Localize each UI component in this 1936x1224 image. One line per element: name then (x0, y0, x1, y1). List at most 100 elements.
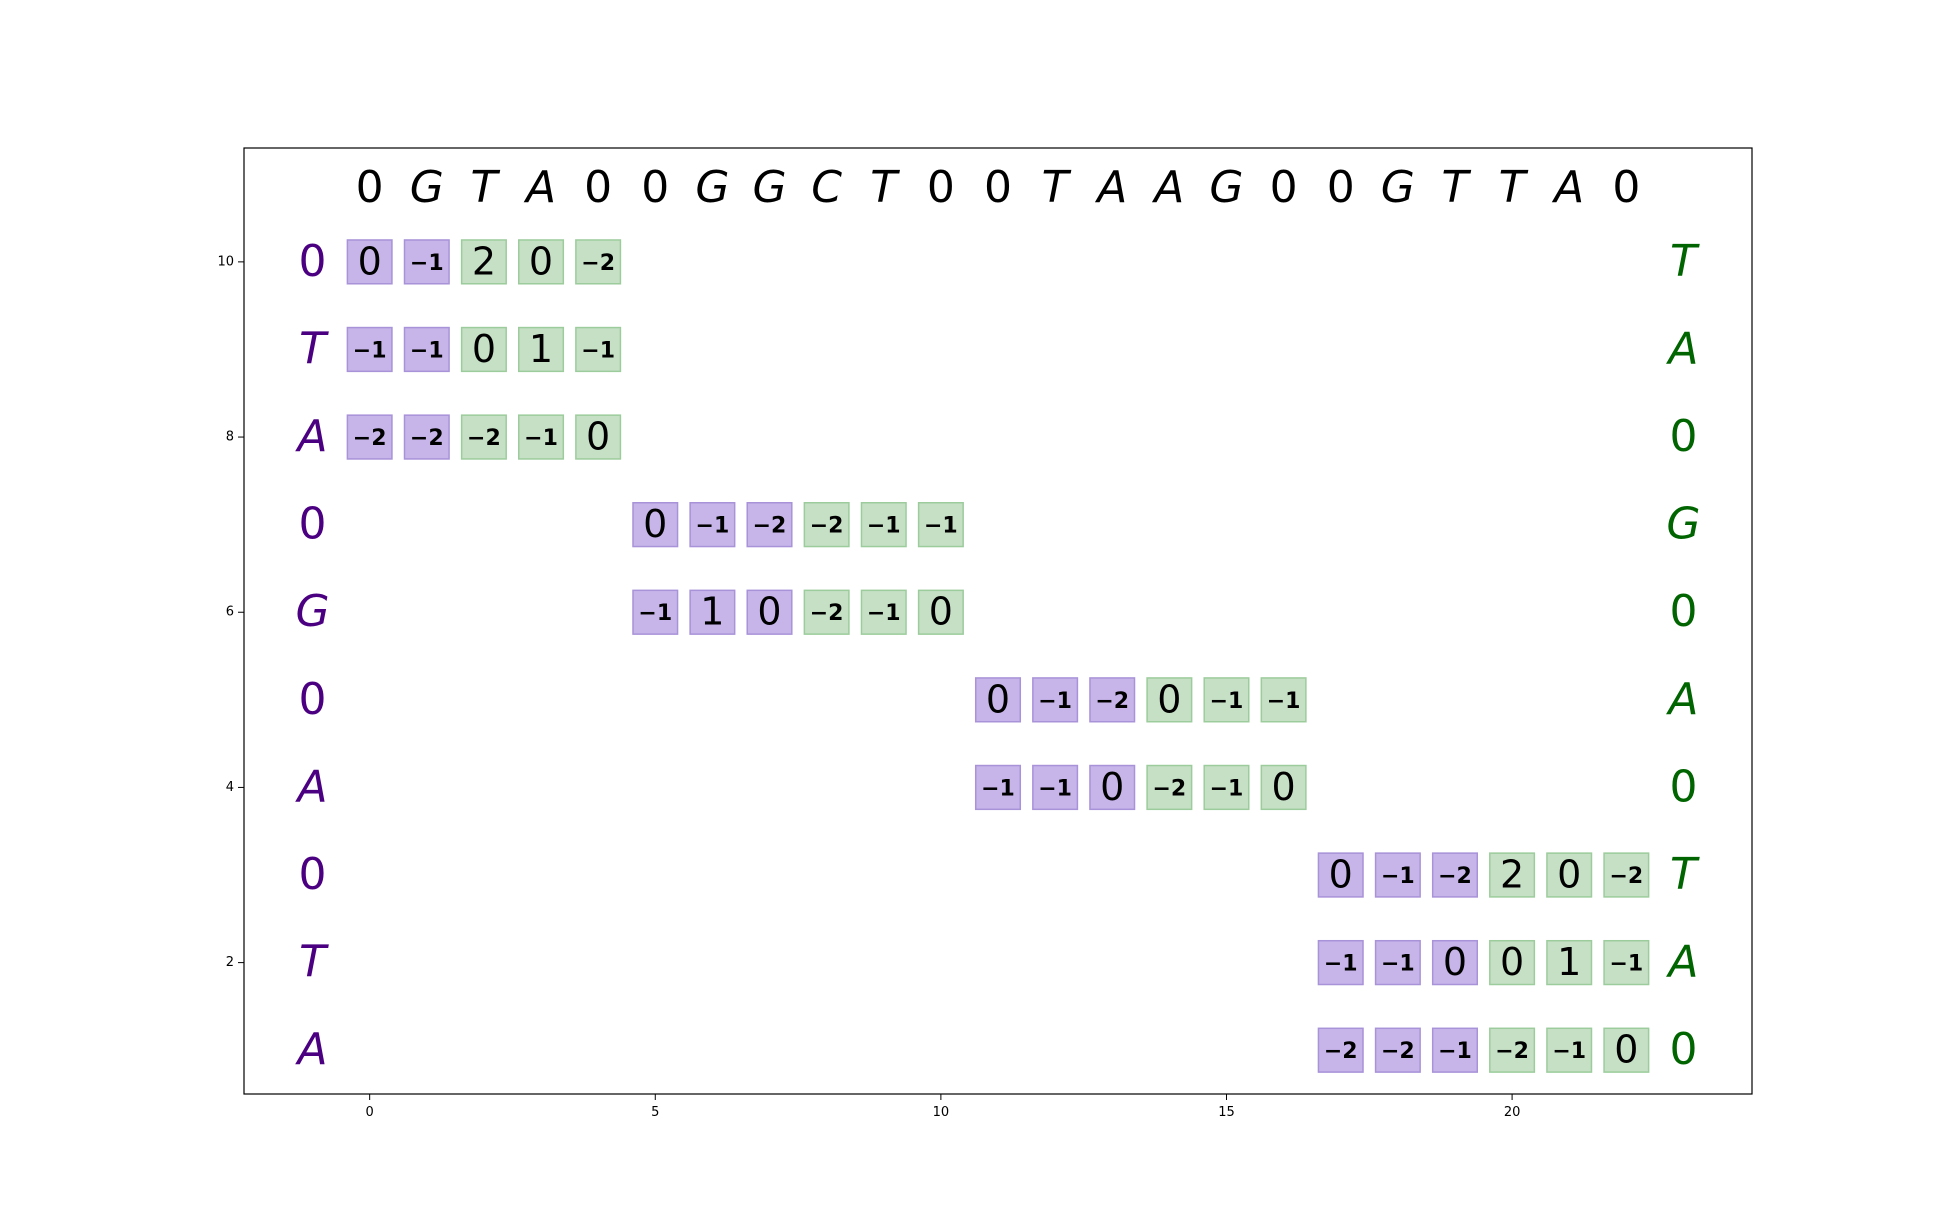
score-cell-green (1146, 677, 1193, 723)
y-tick-label: 6 (226, 605, 234, 620)
score-value: −1 (1438, 1039, 1472, 1064)
score-cell-green (460, 326, 507, 373)
score-cell-green (1203, 764, 1250, 811)
score-value: −1 (581, 338, 615, 363)
score-cell-green (860, 589, 907, 635)
right-sequence-char: 0 (1669, 761, 1697, 812)
score-value: −1 (867, 514, 901, 539)
score-value: 0 (1500, 940, 1524, 984)
x-tick-label: 20 (1504, 1105, 1521, 1120)
score-value: 0 (1557, 853, 1581, 897)
score-cell-purple (346, 414, 393, 460)
score-cell-green (518, 414, 565, 460)
score-cell-purple (346, 326, 393, 373)
x-tick-label: 10 (933, 1105, 950, 1120)
score-value: 0 (1614, 1028, 1638, 1072)
score-cell-green (1489, 1027, 1536, 1073)
score-cell-green (1546, 1027, 1593, 1073)
score-value: −1 (1210, 689, 1244, 714)
top-sequence-char: C (811, 162, 842, 213)
score-cell-green (917, 589, 964, 635)
score-value: 0 (529, 239, 553, 283)
x-axis: 0 5 10 15 20 (366, 1094, 1521, 1120)
score-value: −2 (1324, 1039, 1358, 1064)
x-tick-label: 0 (366, 1105, 374, 1120)
score-cell-purple (346, 239, 393, 285)
score-cell-green (803, 502, 850, 548)
top-sequence-char: T (470, 162, 500, 213)
score-value: −2 (1495, 1039, 1529, 1064)
score-cell-purple (1431, 852, 1478, 898)
right-sequence-char: A (1665, 323, 1698, 374)
score-cell-purple (1089, 677, 1136, 723)
right-sequence-char: A (1665, 674, 1698, 725)
score-cell-green (860, 502, 907, 548)
score-cell-purple (1374, 939, 1421, 986)
score-value: −2 (1438, 864, 1472, 889)
y-tick-label: 8 (226, 430, 234, 445)
score-cell-purple (403, 326, 450, 373)
score-cell-green (803, 589, 850, 635)
score-value: 0 (643, 502, 667, 546)
score-cell-green (1603, 1027, 1650, 1073)
score-cell-green (1603, 852, 1650, 898)
score-value: −2 (810, 601, 844, 626)
top-sequence-char: 0 (1612, 162, 1640, 213)
score-value: 0 (1100, 765, 1124, 809)
right-sequence-char: T (1670, 849, 1700, 900)
top-sequence-char: G (410, 162, 444, 213)
score-value: −1 (410, 338, 444, 363)
score-cell-green (1260, 764, 1307, 811)
score-cell-purple (974, 764, 1022, 811)
top-sequence-char: 0 (641, 162, 669, 213)
score-value: 0 (1443, 940, 1467, 984)
score-value: −1 (1038, 776, 1072, 801)
score-cell-green (460, 414, 507, 460)
score-value: −1 (1552, 1039, 1586, 1064)
score-value: −2 (1609, 864, 1643, 889)
score-cell-purple (1032, 764, 1079, 811)
score-value: 0 (472, 327, 496, 371)
left-sequence-char: A (294, 411, 327, 462)
score-value: −2 (467, 426, 501, 451)
score-value: −1 (1324, 952, 1358, 977)
top-sequence-char: G (752, 162, 786, 213)
right-sequence-char: 0 (1669, 1024, 1697, 1075)
score-cell-purple (1374, 1027, 1421, 1073)
score-value: 0 (986, 677, 1010, 721)
score-value: 0 (757, 590, 781, 634)
score-value: 0 (586, 415, 610, 459)
score-cell-green (917, 502, 964, 548)
y-tick-label: 4 (226, 780, 234, 795)
top-sequence-char: G (1209, 162, 1243, 213)
left-sequence-char: G (295, 586, 329, 637)
score-value: −2 (581, 251, 615, 276)
score-cell-purple (689, 502, 736, 548)
top-sequence-char: A (523, 162, 556, 213)
top-sequence-char: A (1551, 162, 1584, 213)
right-sequence-char: 0 (1669, 586, 1697, 637)
score-value: −1 (410, 251, 444, 276)
score-value: −2 (753, 514, 787, 539)
score-value: −1 (1267, 689, 1301, 714)
left-sequence-char: 0 (299, 499, 327, 550)
score-value: 2 (1500, 853, 1524, 897)
top-sequence-char: 0 (584, 162, 612, 213)
score-value: −2 (410, 426, 444, 451)
right-sequence-char: G (1666, 499, 1700, 550)
score-cell-purple (1032, 677, 1079, 723)
top-sequence-char: T (870, 162, 900, 213)
left-sequence-char: T (299, 323, 329, 374)
score-value: −2 (810, 514, 844, 539)
score-cell-green (518, 239, 565, 285)
x-tick-label: 15 (1218, 1105, 1235, 1120)
score-value: −1 (981, 776, 1015, 801)
left-sequence-char: 0 (299, 236, 327, 287)
score-cell-purple (1317, 852, 1364, 898)
score-value: −1 (1609, 952, 1643, 977)
top-sequence-char: G (1381, 162, 1415, 213)
score-cell-purple (1317, 939, 1364, 986)
